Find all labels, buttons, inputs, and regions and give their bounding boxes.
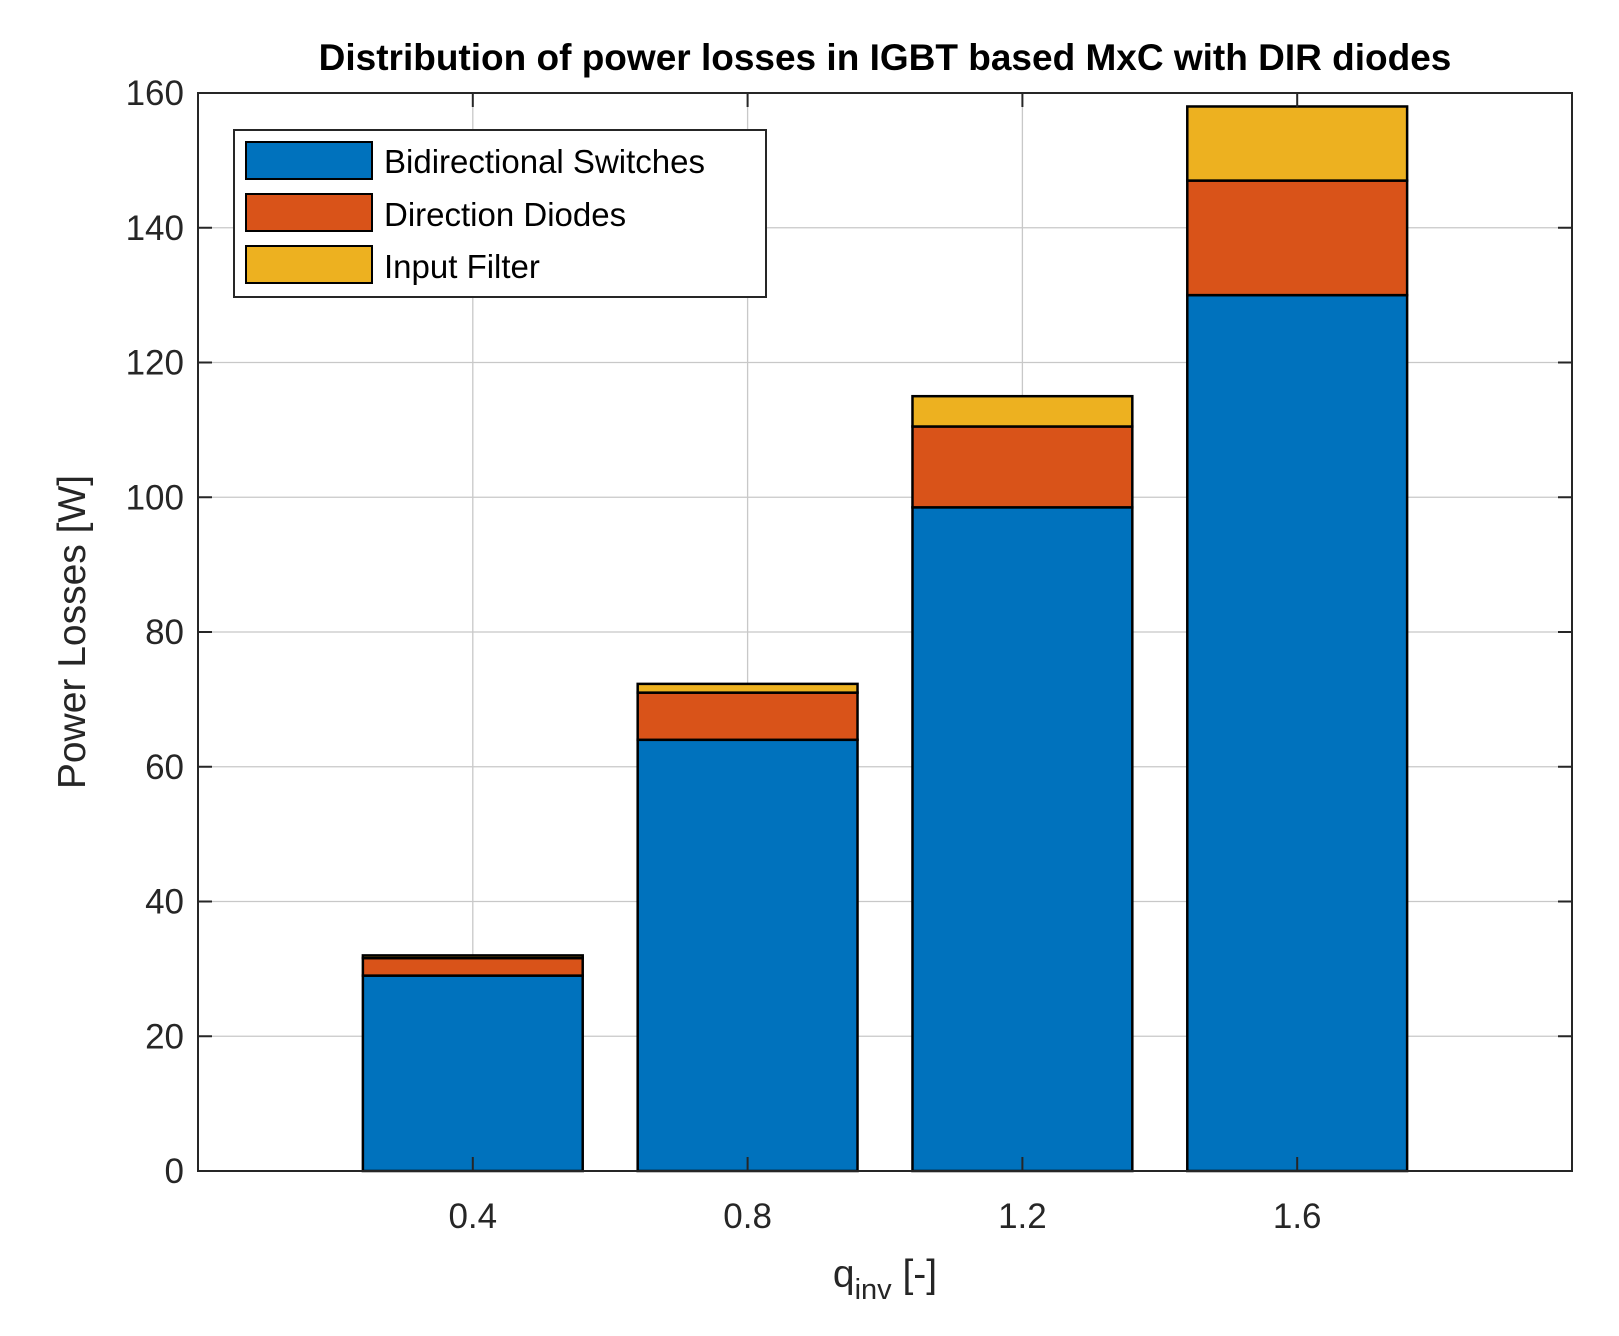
x-axis-label-suffix: [-] [892, 1253, 938, 1296]
bar-input-filter-0.4 [361, 954, 584, 960]
bar-input-filter-1.6 [1186, 105, 1409, 182]
legend-swatch-bidirectional-switches [245, 141, 373, 180]
bar-bidirectional-switches-1.2 [911, 506, 1134, 1173]
legend-label-bidirectional-switches: Bidirectional Switches [384, 143, 705, 180]
legend-label-direction-diodes: Direction Diodes [384, 196, 626, 233]
legend-swatch-input-filter [245, 245, 373, 284]
bar-input-filter-1.2 [911, 394, 1134, 428]
legend: Bidirectional Switches Direction Diodes … [233, 129, 767, 298]
chart-title: Distribution of power losses in IGBT bas… [319, 37, 1452, 78]
y-tick-label: 60 [145, 748, 184, 787]
bar-bidirectional-switches-0.8 [636, 738, 859, 1173]
bar-bidirectional-switches-1.6 [1186, 293, 1409, 1173]
x-axis-label-subscript: inv [855, 1274, 893, 1306]
x-tick-label: 0.8 [723, 1197, 772, 1236]
ticks: 0 20 40 60 80 100 120 140 160 0.4 0.8 1.2 1.6 [126, 74, 1572, 1236]
y-tick-label: 140 [126, 209, 184, 248]
bars [361, 105, 1409, 1173]
y-tick-label: 100 [126, 478, 184, 517]
x-axis-label-main: q [833, 1253, 855, 1296]
bar-bidirectional-switches-0.4 [361, 974, 584, 1173]
y-tick-label: 0 [165, 1152, 184, 1191]
legend-swatch-direction-diodes [245, 193, 373, 232]
bar-direction-diodes-1.6 [1186, 179, 1409, 297]
y-tick-label: 120 [126, 344, 184, 383]
bar-direction-diodes-1.2 [911, 425, 1134, 509]
bar-direction-diodes-0.8 [636, 691, 859, 742]
y-tick-label: 20 [145, 1017, 184, 1056]
y-tick-label: 40 [145, 883, 184, 922]
y-tick-label: 80 [145, 613, 184, 652]
x-tick-label: 1.6 [1273, 1197, 1322, 1236]
legend-label-input-filter: Input Filter [384, 248, 540, 285]
x-tick-label: 1.2 [998, 1197, 1047, 1236]
x-axis-label: qinv [-] [833, 1253, 937, 1306]
y-tick-label: 160 [126, 74, 184, 113]
x-tick-label: 0.4 [448, 1197, 497, 1236]
y-axis-label: Power Losses [W] [51, 475, 94, 789]
bar-input-filter-0.8 [636, 682, 859, 694]
bar-direction-diodes-0.4 [361, 956, 584, 977]
